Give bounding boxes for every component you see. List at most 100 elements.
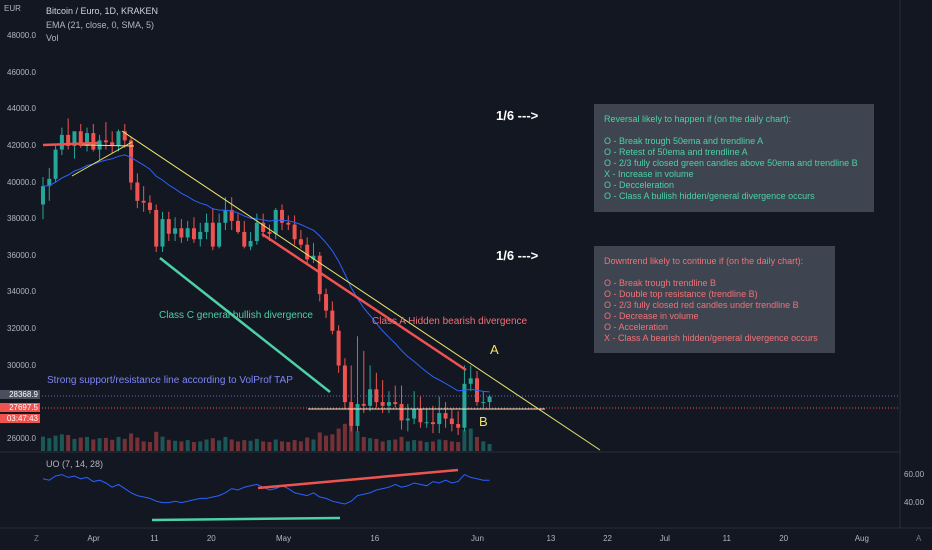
candle-body [336, 330, 341, 366]
uo-tick-60: 60.00 [904, 470, 925, 479]
reversal-box: Reversal likely to happen if (on the dai… [594, 104, 874, 212]
candle-body [59, 134, 64, 150]
bearish-divergence-line [261, 232, 467, 372]
candle-body [386, 402, 391, 406]
candle-body [204, 222, 209, 232]
candle-body [66, 134, 71, 146]
volume-bar [78, 437, 83, 451]
ema-line [42, 154, 490, 393]
volume-bar [110, 439, 115, 451]
price-tick: 48000.0 [7, 31, 36, 41]
volume-bar [223, 436, 228, 451]
auto-scale-a[interactable]: A [916, 534, 922, 543]
candle-body [355, 403, 360, 426]
time-tick: May [276, 534, 292, 543]
ema-line [42, 154, 490, 393]
volume-bar [412, 440, 417, 451]
candle-body [456, 424, 461, 428]
candle-body [330, 310, 335, 331]
ema-price-tag: 27697.5 [0, 403, 40, 412]
candle-body [273, 209, 278, 234]
volume-bar [198, 441, 203, 451]
downtrend-title: Downtrend likely to continue if (on the … [604, 256, 804, 266]
time-tick: 16 [370, 534, 380, 543]
price-tick: 30000.0 [7, 360, 36, 370]
chart-grid [0, 0, 932, 529]
price-tick: 40000.0 [7, 177, 36, 187]
volume-bar [154, 431, 159, 451]
volume-bar [487, 443, 492, 451]
candle-body [393, 402, 398, 404]
candle-body [198, 231, 203, 240]
triangle-upper [81, 144, 135, 147]
time-tick: 22 [603, 534, 612, 543]
candle-body [292, 224, 297, 240]
volume-bar [47, 438, 52, 451]
uo-oscillator [42, 468, 490, 522]
volume-bar [311, 439, 316, 451]
bearish-divergence-label: Class A Hidden bearish divergence [372, 316, 528, 327]
volume-bar [355, 431, 360, 451]
uo-legend[interactable]: UO (7, 14, 28) [46, 459, 104, 469]
price-tick: 32000.0 [7, 323, 36, 333]
volume-legend[interactable]: Vol [46, 33, 59, 43]
badge-reversal: 1/6 ---> [496, 108, 539, 123]
volume-bar [135, 437, 140, 451]
reversal-item: O - 2/3 fully closed green candles above… [604, 158, 858, 168]
volume-bar [242, 440, 247, 451]
reversal-item: O - Break trough 50ema and trendline A [604, 136, 764, 146]
downtrend-box: Downtrend likely to continue if (on the … [594, 246, 835, 353]
candle-body [248, 241, 253, 247]
candle-body [305, 244, 310, 260]
volume-bar [273, 439, 278, 451]
volume-bar [166, 439, 171, 451]
candle-body [166, 219, 171, 234]
candle-body [41, 186, 45, 205]
candle-body [298, 239, 303, 245]
volume-bar [374, 438, 379, 451]
volume-bar [292, 440, 297, 451]
volume-bar [229, 439, 234, 451]
ema-legend[interactable]: EMA (21, close, 0, SMA, 5) [46, 20, 155, 30]
point-b-label: B [479, 414, 488, 429]
uo-bearish-divergence [257, 468, 459, 490]
volume-bar [361, 436, 366, 451]
time-tick: Aug [854, 534, 869, 543]
time-tick: 20 [206, 534, 216, 543]
time-tick: 11 [150, 534, 159, 543]
downtrend-item: O - Break trough trendline B [604, 278, 717, 288]
candle-body [103, 140, 108, 143]
candlesticks [41, 118, 492, 436]
volume-bar [456, 442, 461, 451]
candle-body [462, 383, 467, 428]
trendline-a [121, 130, 601, 451]
volume-bar [66, 435, 71, 451]
volume-bar [286, 442, 291, 451]
candle-body [324, 294, 329, 311]
volume-bar [91, 439, 96, 451]
volume-bar [261, 441, 266, 451]
uo-tick-40: 40.00 [904, 498, 925, 507]
chart-title[interactable]: Bitcoin / Euro, 1D, KRAKEN [46, 6, 159, 16]
downtrend-item: O - Acceleration [604, 322, 669, 332]
candle-body [185, 228, 190, 238]
drawings [42, 130, 601, 451]
candle-body [261, 222, 266, 232]
volume-bar [437, 439, 442, 451]
uo-bullish-divergence [151, 516, 341, 522]
resistance-segment [42, 141, 99, 147]
candle-body [254, 222, 259, 242]
candle-body [399, 403, 404, 421]
time-tick: Apr [87, 534, 100, 543]
candle-body [374, 389, 379, 403]
candle-body [487, 396, 492, 403]
reversal-item: O - Class A bullish hidden/general diver… [604, 191, 815, 201]
time-tick: Jun [471, 534, 484, 543]
support-line-label: Strong support/resistance line according… [47, 375, 293, 386]
volume-bar [449, 441, 454, 451]
downtrend-item: O - Decrease in volume [604, 311, 699, 321]
volume-bar [349, 419, 354, 451]
timezone-z[interactable]: Z [34, 534, 39, 543]
candle-body [368, 389, 373, 406]
